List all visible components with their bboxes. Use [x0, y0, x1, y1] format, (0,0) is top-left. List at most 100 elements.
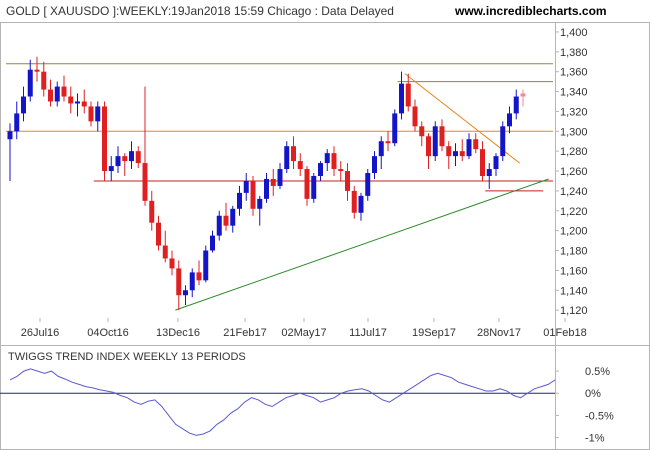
site-link[interactable]: www.incrediblecharts.com: [455, 4, 607, 18]
candle-74: [500, 121, 506, 162]
price-axis: 1,120 1,140 1,160 1,180 1,200 1,220 1,240 1,260…: [555, 27, 588, 317]
chart-title: GOLD [ XAUUSDO ]:WEEKLY:19Jan2018 15:59 …: [6, 4, 394, 18]
candle-body: [291, 146, 296, 162]
candle-68: [459, 139, 465, 162]
candle-body: [432, 126, 438, 157]
candle-56: [378, 136, 384, 170]
candle-25: [169, 250, 175, 276]
candle-73: [493, 153, 499, 176]
price-tick-label: 1,260: [560, 166, 588, 178]
candle-9: [61, 75, 67, 102]
candle-body: [345, 171, 350, 191]
candle-27: [183, 285, 188, 306]
candle-18: [122, 153, 128, 176]
candle-body: [500, 126, 506, 157]
candle-60: [405, 73, 411, 112]
candle-51: [345, 163, 350, 201]
price-tick-label: 1,120: [560, 305, 588, 317]
candle-70: [473, 133, 479, 154]
price-tick-label: 1,200: [560, 226, 588, 238]
x-tick-label: 19Sep17: [412, 327, 456, 339]
indicator-plot: [0, 368, 556, 436]
candle-37: [250, 176, 256, 216]
candle-8: [54, 81, 60, 107]
price-tick-label: 1,160: [560, 265, 588, 277]
candle-38: [257, 195, 263, 226]
candle-body: [486, 169, 492, 176]
candle-body: [14, 113, 20, 132]
candle-23: [156, 215, 161, 251]
indicator-line: [9, 368, 556, 436]
candle-body: [75, 101, 80, 104]
candle-body: [338, 169, 344, 172]
candle-body: [426, 136, 431, 157]
candle-64: [432, 121, 438, 162]
price-tick-label: 1,400: [560, 27, 588, 39]
candle-40: [270, 169, 276, 196]
candle-2: [14, 101, 20, 140]
candle-body: [480, 149, 485, 176]
x-tick-label: 21Feb17: [223, 327, 266, 339]
candle-41: [277, 163, 283, 189]
candle-body: [68, 96, 74, 104]
chart-frame: [0, 22, 650, 450]
candle-body: [372, 156, 377, 174]
candle-32: [216, 210, 222, 241]
candle-20: [135, 146, 141, 169]
candle-body: [95, 106, 101, 122]
candle-76: [513, 89, 519, 120]
candle-body: [149, 200, 155, 223]
price-tick-label: 1,340: [560, 87, 588, 99]
candle-body: [297, 161, 303, 170]
candle-47: [318, 161, 323, 181]
indicator-title: TWIGGS TREND INDEX WEEKLY 13 PERIODS: [8, 351, 246, 363]
candle-34: [230, 205, 236, 233]
candle-43: [291, 136, 296, 170]
candle-39: [264, 173, 269, 203]
candle-30: [203, 245, 209, 283]
candle-13: [88, 101, 94, 127]
x-tick-label: 02May17: [281, 327, 326, 339]
x-tick-label: 26Jul16: [21, 327, 60, 339]
candle-66: [446, 141, 452, 170]
chart-header: GOLD [ XAUUSDO ]:WEEKLY:19Jan2018 15:59 …: [0, 0, 650, 22]
x-tick-label: 01Feb18: [543, 327, 586, 339]
indicator-tick-label: -1%: [585, 433, 605, 445]
candle-42: [284, 141, 290, 174]
price-tick-label: 1,280: [560, 146, 588, 158]
candle-22: [149, 190, 155, 231]
candle-body: [385, 141, 391, 144]
indicator-tick-label: -0.5%: [585, 410, 614, 422]
candle-63: [426, 133, 431, 170]
candle-15: [102, 101, 107, 181]
candle-53: [358, 192, 364, 221]
candle-body: [237, 192, 242, 209]
candle-body: [230, 208, 236, 226]
price-tick-label: 1,320: [560, 106, 588, 118]
candle-body: [88, 106, 94, 122]
price-lines: [6, 63, 553, 311]
candle-71: [480, 141, 485, 181]
candle-body: [162, 245, 168, 259]
candle-48: [324, 149, 330, 172]
x-tick-label: 13Dec16: [156, 327, 200, 339]
price-tick-label: 1,140: [560, 285, 588, 297]
candle-17: [115, 146, 121, 174]
candle-36: [243, 173, 249, 201]
candle-body: [473, 139, 479, 150]
candle-body: [34, 69, 40, 72]
price-tick-label: 1,180: [560, 246, 588, 258]
candle-body: [135, 151, 141, 164]
candle-body: [358, 195, 364, 213]
x-axis: 26Jul16 04Oct16 13Dec16 21Feb17 02May17 11Jul…: [21, 318, 587, 339]
candle-body: [304, 169, 310, 199]
candle-body: [169, 258, 175, 269]
candle-72: [486, 163, 492, 189]
candle-28: [189, 268, 195, 298]
candle-45: [304, 166, 310, 206]
candle-body: [223, 215, 229, 226]
candle-61: [412, 99, 418, 132]
candle-body: [264, 178, 269, 199]
candle-65: [439, 119, 445, 152]
candle-body: [203, 250, 209, 281]
